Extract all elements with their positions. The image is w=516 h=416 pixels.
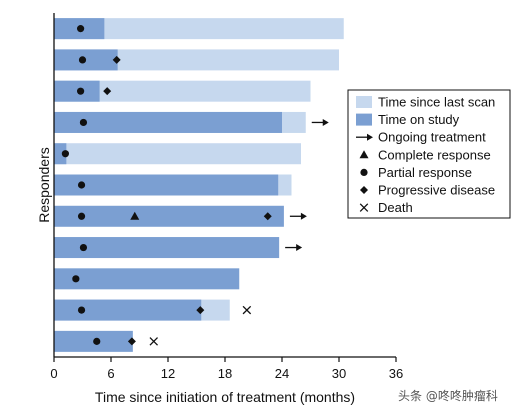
progressive-disease-marker	[127, 337, 136, 346]
partial-response-marker	[72, 275, 80, 283]
progressive-disease-marker	[112, 55, 121, 64]
progressive-disease-marker	[196, 306, 205, 315]
legend-label: Partial response	[378, 165, 472, 180]
progressive-disease-marker	[263, 212, 272, 221]
ongoing-treatment-arrow	[296, 244, 303, 252]
x-axis-title: Time since initiation of treatment (mont…	[95, 389, 355, 405]
study-bar	[54, 237, 280, 259]
partial-response-marker	[77, 87, 85, 95]
progressive-disease-marker	[103, 87, 112, 96]
legend-label: Time on study	[378, 112, 460, 127]
study-bar	[54, 205, 284, 227]
study-bar	[54, 111, 282, 133]
ongoing-treatment-arrow	[300, 212, 307, 220]
legend-label: Complete response	[378, 147, 491, 162]
partial-response-marker	[78, 56, 87, 64]
complete-response-marker	[130, 211, 140, 220]
x-tick-label: 24	[275, 366, 289, 381]
legend-label: Ongoing treatment	[378, 130, 486, 145]
x-tick-label: 0	[50, 366, 57, 381]
legend-label: Time since last scan	[378, 95, 495, 110]
legend-cross-symbol	[359, 203, 369, 212]
study-bar	[54, 143, 67, 165]
partial-response-marker	[77, 181, 86, 189]
x-tick-label: 30	[332, 366, 346, 381]
scan-bar	[54, 143, 301, 165]
x-tick-label: 6	[107, 366, 114, 381]
legend-label: Progressive disease	[378, 183, 495, 198]
partial-response-marker	[93, 337, 101, 345]
scan-bar	[54, 80, 311, 102]
legend-swatch	[356, 113, 372, 126]
x-tick-label: 36	[389, 366, 403, 381]
study-bar	[54, 80, 100, 102]
partial-response-marker	[79, 118, 88, 127]
partial-response-marker	[77, 25, 85, 33]
legend-arrow-symbol	[367, 133, 373, 141]
legend-circle-symbol	[360, 168, 368, 176]
partial-response-marker	[79, 243, 88, 252]
study-bar	[54, 174, 279, 196]
scan-bar	[54, 49, 339, 71]
legend-box	[347, 89, 511, 219]
legend-label: Death	[378, 200, 413, 215]
study-bar	[54, 268, 240, 290]
y-axis-title: Responders	[36, 147, 52, 223]
legend-diamond-symbol	[360, 186, 368, 194]
partial-response-marker	[77, 306, 86, 314]
death-marker	[149, 337, 159, 346]
watermark: 头条 @咚咚肿瘤科	[398, 389, 498, 403]
death-marker	[242, 305, 252, 315]
partial-response-marker	[77, 212, 86, 220]
study-bar	[54, 299, 202, 321]
legend-swatch	[356, 96, 372, 108]
legend-triangle-symbol	[359, 150, 369, 159]
x-tick-label: 12	[161, 366, 175, 381]
ongoing-treatment-arrow	[322, 118, 329, 126]
partial-response-marker	[61, 150, 69, 158]
x-tick-label: 18	[218, 366, 232, 381]
scan-bar	[54, 18, 344, 40]
